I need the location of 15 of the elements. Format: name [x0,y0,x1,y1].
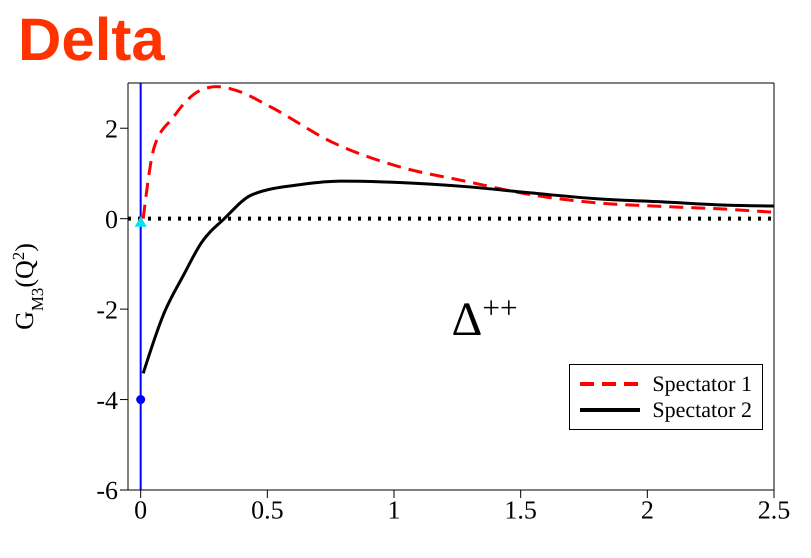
chart-title: Delta [17,6,166,73]
annotation: Δ$^{++}$ [452,289,518,346]
x-tick-label: 1 [388,495,400,524]
y-tick-label: 2 [105,114,118,144]
y-tick-label: -6 [96,476,118,506]
x-tick-label: 0.5 [251,495,284,524]
legend-label: Spectator 2 [652,397,752,423]
y-tick-label: 0 [105,204,118,234]
y-tick-label: -2 [96,295,118,324]
legend-label: Spectator 1 [652,371,752,397]
x-tick-label: 2 [640,495,654,524]
x-tick-label: 1.5 [504,495,537,524]
y-tick-label: -4 [96,386,118,415]
x-tick-label: 2.5 [758,495,790,524]
x-tick-label: 0 [134,495,148,524]
